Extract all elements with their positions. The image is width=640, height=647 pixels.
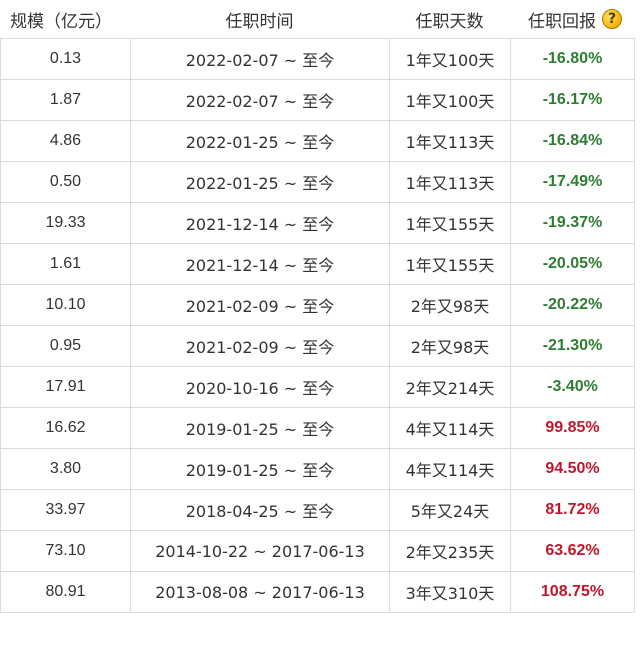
cell-days: 1年又100天 [389,79,511,121]
manager-history-table: 0.13 2022-02-07 ~ 至今 1年又100天 -16.80% 1.87 202… [0,38,635,613]
cell-period: 2019-01-25 ~ 至今 [130,407,390,449]
table-row: 4.86 2022-01-25 ~ 至今 1年又113天 -16.84% [0,120,635,162]
cell-days: 1年又113天 [389,120,511,162]
cell-size: 0.95 [0,325,131,367]
cell-days: 1年又155天 [389,202,511,244]
cell-size: 0.50 [0,161,131,203]
cell-days: 1年又155天 [389,243,511,285]
cell-period: 2022-02-07 ~ 至今 [130,38,390,80]
cell-days: 1年又113天 [389,161,511,203]
table-row: 0.50 2022-01-25 ~ 至今 1年又113天 -17.49% [0,161,635,203]
table-row: 16.62 2019-01-25 ~ 至今 4年又114天 99.85% [0,407,635,449]
cell-size: 33.97 [0,489,131,531]
table-row: 1.87 2022-02-07 ~ 至今 1年又100天 -16.17% [0,79,635,121]
cell-period: 2021-12-14 ~ 至今 [130,202,390,244]
cell-days: 2年又214天 [389,366,511,408]
cell-size: 73.10 [0,530,131,572]
header-period: 任职时间 [225,11,294,32]
cell-period: 2020-10-16 ~ 至今 [130,366,390,408]
cell-days: 2年又98天 [389,325,511,367]
cell-period: 2022-01-25 ~ 至今 [130,120,390,162]
cell-period: 2014-10-22 ~ 2017-06-13 [130,530,390,572]
cell-return: -20.22% [510,284,635,326]
cell-size: 1.61 [0,243,131,285]
table-row: 1.61 2021-12-14 ~ 至今 1年又155天 -20.05% [0,243,635,285]
cell-period: 2018-04-25 ~ 至今 [130,489,390,531]
cell-period: 2021-02-09 ~ 至今 [130,284,390,326]
table-row: 0.95 2021-02-09 ~ 至今 2年又98天 -21.30% [0,325,635,367]
table-row: 33.97 2018-04-25 ~ 至今 5年又24天 81.72% [0,489,635,531]
cell-return: -16.80% [510,38,635,80]
cell-return: 94.50% [510,448,635,490]
cell-days: 4年又114天 [389,407,511,449]
cell-return: -20.05% [510,243,635,285]
cell-days: 3年又310天 [389,571,511,613]
cell-return: -21.30% [510,325,635,367]
cell-size: 4.86 [0,120,131,162]
cell-days: 2年又98天 [389,284,511,326]
cell-period: 2021-02-09 ~ 至今 [130,325,390,367]
cell-days: 4年又114天 [389,448,511,490]
cell-period: 2021-12-14 ~ 至今 [130,243,390,285]
cell-period: 2019-01-25 ~ 至今 [130,448,390,490]
table-header: 规模（亿元） 任职时间 任职天数 任职回报 ? [0,0,640,38]
cell-return: 99.85% [510,407,635,449]
cell-size: 80.91 [0,571,131,613]
cell-size: 19.33 [0,202,131,244]
cell-days: 2年又235天 [389,530,511,572]
header-return-label: 任职回报 [528,11,596,32]
table-row: 19.33 2021-12-14 ~ 至今 1年又155天 -19.37% [0,202,635,244]
table-body: 0.13 2022-02-07 ~ 至今 1年又100天 -16.80% 1.87 202… [0,38,635,613]
cell-return: 81.72% [510,489,635,531]
header-return: 任职回报 ? [510,7,640,32]
table-row: 80.91 2013-08-08 ~ 2017-06-13 3年又310天 108.7… [0,571,635,613]
cell-days: 5年又24天 [389,489,511,531]
cell-size: 1.87 [0,79,131,121]
cell-size: 3.80 [0,448,131,490]
table-row: 0.13 2022-02-07 ~ 至今 1年又100天 -16.80% [0,38,635,80]
cell-days: 1年又100天 [389,38,511,80]
cell-return: 63.62% [510,530,635,572]
cell-return: -19.37% [510,202,635,244]
table-row: 73.10 2014-10-22 ~ 2017-06-13 2年又235天 63.62… [0,530,635,572]
cell-return: -16.84% [510,120,635,162]
help-icon[interactable]: ? [602,9,622,29]
cell-period: 2022-01-25 ~ 至今 [130,161,390,203]
cell-size: 16.62 [0,407,131,449]
cell-period: 2022-02-07 ~ 至今 [130,79,390,121]
header-days: 任职天数 [415,11,484,32]
table-row: 10.10 2021-02-09 ~ 至今 2年又98天 -20.22% [0,284,635,326]
cell-size: 0.13 [0,38,131,80]
cell-size: 10.10 [0,284,131,326]
cell-return: 108.75% [510,571,635,613]
cell-period: 2013-08-08 ~ 2017-06-13 [130,571,390,613]
cell-return: -17.49% [510,161,635,203]
cell-return: -16.17% [510,79,635,121]
table-row: 17.91 2020-10-16 ~ 至今 2年又214天 -3.40% [0,366,635,408]
table-row: 3.80 2019-01-25 ~ 至今 4年又114天 94.50% [0,448,635,490]
cell-return: -3.40% [510,366,635,408]
cell-size: 17.91 [0,366,131,408]
header-size: 规模（亿元） [10,11,112,32]
